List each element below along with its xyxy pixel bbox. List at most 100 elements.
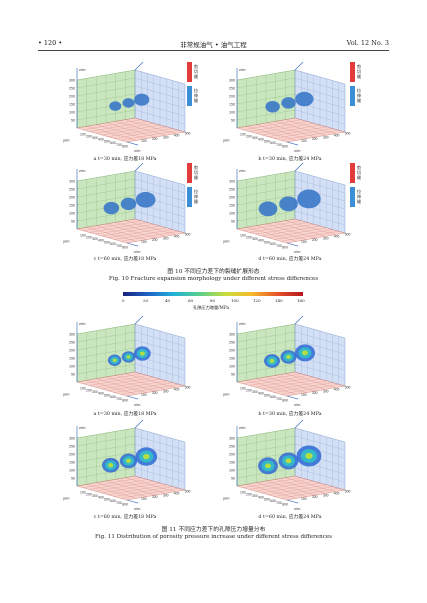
model-3d-view: z/mx/my/my/m3002502001501005010020030040…	[63, 316, 190, 407]
grid-line	[134, 109, 186, 125]
z-axis-label: z/m	[239, 67, 246, 72]
y-axis-label: y/m	[63, 239, 70, 244]
pressure-zone	[302, 350, 308, 356]
grid-line	[76, 339, 136, 351]
tensile-legend-label: 拉伸缝	[357, 88, 361, 103]
x-tick-label: 600	[270, 395, 276, 399]
grid-line	[256, 482, 307, 497]
shear-legend-label: 剪切缝	[357, 64, 361, 79]
shear-swatch	[350, 62, 355, 82]
z-tick-label: 150	[229, 103, 235, 107]
x-tick-label: 100	[80, 491, 86, 495]
model-3d-view: z/mx/my/my/m3002502001501005010020030040…	[223, 62, 350, 153]
x-axis-line	[126, 499, 139, 504]
y-tick-label: 500	[185, 233, 191, 237]
grid-line	[96, 378, 147, 393]
x-tick-label: 700	[116, 143, 122, 147]
grid-line	[134, 435, 186, 451]
grid-line	[275, 222, 326, 237]
pressure-zone	[305, 452, 313, 460]
y-tick-label: 300	[323, 389, 329, 393]
x-tick-label: 700	[116, 397, 122, 401]
z-tick-label: 300	[229, 437, 235, 441]
grid-line	[86, 484, 137, 499]
y-tick-label: 400	[174, 234, 180, 238]
z-tick-label: 50	[231, 119, 235, 123]
grid-line	[275, 375, 326, 390]
z-tick-label: 200	[229, 95, 235, 99]
grid-line	[294, 178, 346, 194]
x-tick-label: 400	[98, 392, 104, 396]
x-tick-label: 100	[240, 387, 246, 391]
y-tick-label: 300	[163, 493, 169, 497]
fig10-legend-bottom-left: 剪切缝 拉伸缝	[187, 163, 203, 213]
x-tick-label: 200	[246, 492, 252, 496]
pressure-zone	[286, 354, 291, 359]
x-tick-label: 100	[240, 491, 246, 495]
y-axis-line	[134, 163, 144, 172]
fig10-panel-a: z/mx/my/my/m3002502001501005010020030040…	[55, 62, 195, 154]
fig11-panel-c: z/mx/my/my/m3002502001501005010020030040…	[55, 420, 195, 512]
y-tick-label: 500	[185, 132, 191, 136]
grid-line	[134, 186, 186, 202]
grid-line	[256, 225, 307, 240]
fig11-label-d: d t=60 min, 应力差24 MPa	[258, 515, 322, 520]
grid-line	[105, 122, 157, 138]
z-tick-label: 50	[71, 220, 75, 224]
tensile-swatch	[187, 86, 192, 106]
z-tick-label: 300	[229, 79, 235, 83]
grid-line	[285, 477, 336, 492]
z-tick-label: 100	[229, 111, 235, 115]
fig11-label-a: a t=30 min, 应力差18 MPa	[93, 412, 157, 417]
z-tick-label: 100	[229, 365, 235, 369]
colorbar-tick: 120	[253, 298, 261, 303]
y-tick-label: 400	[334, 387, 340, 391]
z-tick-label: 300	[229, 333, 235, 337]
x-axis-label: x/m	[134, 506, 141, 511]
z-tick-label: 200	[229, 453, 235, 457]
grid-line	[76, 331, 136, 343]
grid-line	[115, 375, 166, 390]
x-tick-label: 700	[276, 244, 282, 248]
y-axis-line	[134, 62, 144, 71]
tensile-legend-label: 拉伸缝	[357, 189, 361, 204]
x-tick-label: 500	[104, 497, 110, 501]
x-axis-line	[126, 242, 139, 247]
x-tick-label: 400	[98, 239, 104, 243]
fracture-shape	[135, 191, 156, 208]
z-tick-label: 150	[69, 103, 75, 107]
z-axis-label: z/m	[79, 425, 86, 430]
grid-line	[265, 376, 317, 392]
x-tick-label: 300	[252, 136, 258, 140]
tensile-swatch	[350, 86, 355, 106]
grid-line	[236, 93, 296, 105]
grid-line	[294, 210, 346, 226]
fig10-caption-en: Fig. 10 Fracture expansion morphology un…	[108, 276, 319, 282]
model-3d-view: z/mx/my/my/m3002502001501005010020030040…	[223, 420, 350, 511]
fig10-legend-bottom-right: 剪切缝 拉伸缝	[350, 163, 366, 213]
x-tick-label: 800	[282, 144, 288, 148]
x-tick-label: 800	[282, 245, 288, 249]
grid-line	[265, 223, 317, 239]
grid-line	[246, 380, 297, 395]
shear-swatch	[187, 62, 192, 82]
grid-line	[76, 443, 136, 455]
grid-line	[76, 186, 136, 198]
x-tick-label: 400	[258, 138, 264, 142]
x-axis-line	[126, 141, 139, 146]
pressure-zone	[125, 458, 132, 464]
y-tick-label: 400	[334, 133, 340, 137]
z-tick-label: 300	[229, 180, 235, 184]
x-tick-label: 200	[246, 388, 252, 392]
y-tick-label: 200	[152, 137, 158, 141]
x-tick-label: 500	[104, 139, 110, 143]
fig10-panel-c: z/mx/my/my/m3002502001501005010020030040…	[55, 163, 195, 255]
z-tick-label: 50	[231, 477, 235, 481]
x-tick-label: 400	[258, 392, 264, 396]
grid-line	[105, 376, 157, 392]
x-tick-label: 800	[282, 502, 288, 506]
y-tick-label: 500	[345, 233, 351, 237]
y-tick-label: 100	[301, 240, 307, 244]
pressure-zone	[112, 358, 117, 362]
grid-line	[76, 363, 136, 375]
